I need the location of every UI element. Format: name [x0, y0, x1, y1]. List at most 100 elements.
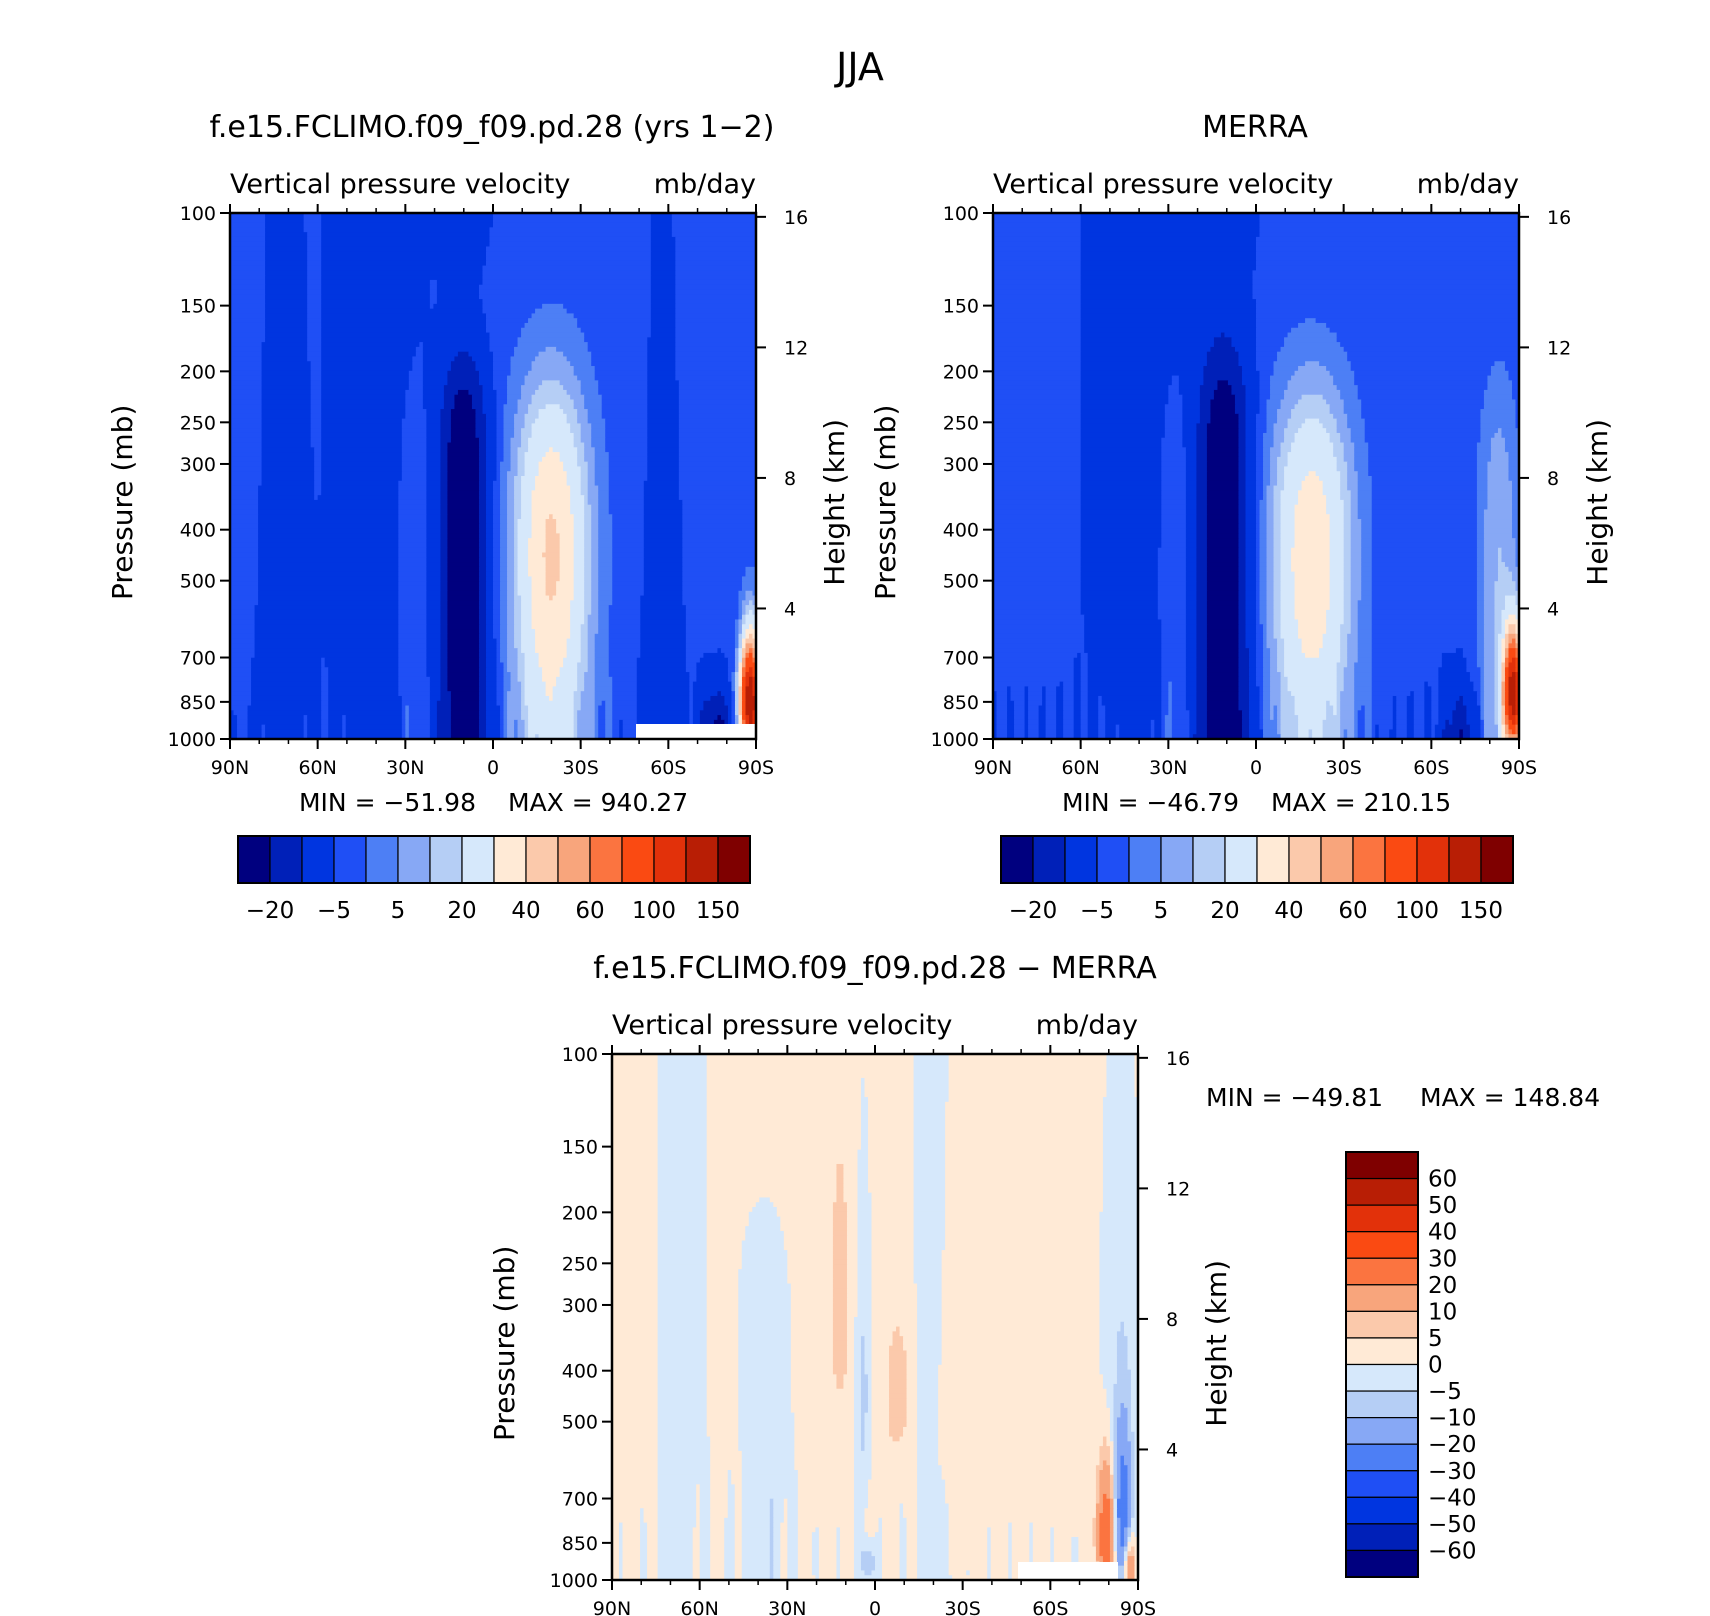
contour-cell: [1361, 409, 1482, 415]
contour-cell: [408, 719, 431, 726]
colorbar-label: 5: [1154, 898, 1169, 924]
contour-cell: [230, 585, 259, 592]
contour-cell: [993, 557, 1082, 563]
contour-cell: [1273, 547, 1282, 554]
contour-cell: [1185, 700, 1197, 707]
contour-cell: [493, 552, 501, 558]
contour-cell: [731, 719, 736, 726]
contour-cell: [643, 519, 683, 525]
contour-cell: [1196, 504, 1208, 511]
contour-cell: [1073, 686, 1082, 692]
contour-cell: [1038, 724, 1047, 731]
contour-cell: [1224, 332, 1257, 338]
contour-cell: [1511, 729, 1517, 735]
contour-cell: [1291, 557, 1331, 563]
contour-cell: [1266, 509, 1275, 515]
contour-cell: [1259, 519, 1268, 525]
contour-cell: [1501, 681, 1506, 687]
contour-cell: [731, 715, 736, 721]
contour-cell: [258, 538, 399, 544]
contour-cell: [440, 614, 449, 621]
contour-cell: [993, 256, 1082, 262]
contour-cell: [230, 236, 266, 243]
contour-cell: [1431, 686, 1439, 692]
contour-cell: [867, 1106, 915, 1112]
contour-cell: [478, 542, 487, 549]
contour-cell: [1280, 715, 1299, 721]
contour-cell: [265, 256, 308, 262]
contour-cell: [1259, 576, 1268, 582]
contour-cell: [643, 528, 683, 534]
contour-cell: [1105, 724, 1117, 731]
contour-cell: [913, 1183, 946, 1189]
contour-cell: [1196, 695, 1208, 702]
contour-cell: [1343, 499, 1352, 506]
y-tick-label: 700: [943, 648, 979, 670]
contour-cell: [643, 538, 683, 544]
contour-cell: [538, 413, 568, 420]
contour-cell: [1259, 595, 1268, 601]
contour-cell: [570, 633, 582, 640]
contour-cell: [1480, 418, 1517, 424]
contour-cell: [573, 566, 585, 573]
contour-cell: [650, 222, 673, 228]
contour-cell: [443, 404, 456, 410]
contour-cell: [507, 719, 515, 726]
contour-cell: [1319, 418, 1338, 424]
contour-cell: [307, 715, 322, 721]
contour-cell: [734, 686, 740, 692]
contour-cell: [1234, 399, 1247, 405]
contour-cell: [867, 1140, 915, 1146]
contour-cell: [1294, 590, 1331, 597]
contour-cell: [1073, 667, 1082, 673]
contour-cell: [1185, 495, 1197, 501]
contour-cell: [1347, 643, 1359, 649]
contour-cell: [1280, 609, 1296, 616]
contour-cell: [401, 700, 431, 707]
contour-cell: [1508, 700, 1517, 707]
contour-cell: [591, 600, 599, 606]
contour-cell: [1080, 246, 1257, 252]
contour-cell: [1438, 686, 1475, 692]
contour-cell: [538, 657, 564, 664]
contour-cell: [1238, 523, 1247, 530]
contour-cell: [843, 1173, 859, 1179]
contour-cell: [993, 432, 1082, 439]
contour-cell: [731, 681, 736, 687]
contour-cell: [478, 715, 487, 721]
contour-cell: [507, 595, 515, 601]
contour-cell: [587, 614, 599, 621]
contour-cell: [1298, 428, 1327, 434]
contour-cell: [706, 1192, 838, 1199]
contour-cell: [832, 1207, 848, 1213]
contour-cell: [612, 1125, 659, 1132]
contour-cell: [398, 552, 427, 558]
contour-cell: [1042, 691, 1047, 697]
contour-cell: [1501, 657, 1506, 664]
contour-cell: [1185, 562, 1197, 568]
contour-cell: [587, 476, 596, 482]
contour-cell: [1256, 509, 1261, 515]
contour-cell: [457, 389, 470, 396]
contour-cell: [321, 370, 410, 377]
contour-cell: [1185, 600, 1197, 606]
contour-cell: [426, 590, 441, 597]
contour-cell: [321, 423, 403, 429]
contour-cell: [478, 600, 487, 606]
variable-name: Vertical pressure velocity: [230, 169, 570, 200]
contour-cell: [1080, 686, 1089, 692]
contour-cell: [1515, 724, 1519, 731]
contour-cell: [650, 241, 676, 248]
contour-cell: [517, 581, 533, 587]
contour-cell: [321, 289, 431, 295]
contour-cell: [745, 662, 756, 668]
contour-cell: [993, 246, 1082, 252]
contour-cell: [1340, 705, 1355, 711]
contour-cell: [1241, 715, 1250, 721]
contour-cell: [321, 442, 403, 448]
contour-cell: [440, 571, 449, 578]
contour-cell: [608, 504, 645, 511]
contour-cell: [591, 356, 648, 362]
contour-cell: [1263, 633, 1268, 640]
contour-cell: [1245, 629, 1257, 635]
